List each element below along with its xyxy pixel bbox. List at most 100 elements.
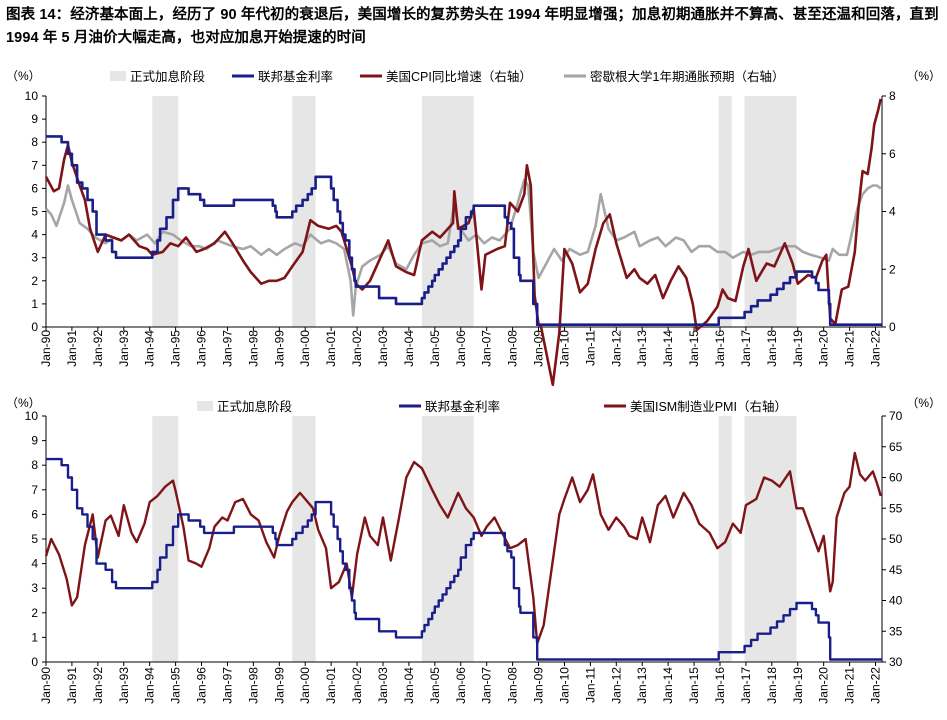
x-tick-label: Jan-99	[272, 330, 286, 367]
x-tick-label: Jan-11	[583, 667, 597, 703]
right-tick-label: 50	[889, 532, 903, 546]
x-tick-label: Jan-19	[791, 667, 805, 704]
x-tick-label: Jan-21	[843, 330, 857, 367]
x-tick-label: Jan-96	[195, 667, 209, 704]
x-tick-label: Jan-98	[246, 330, 260, 367]
legend-label: 密歇根大学1年期通胀预期（右轴）	[590, 69, 784, 84]
ism-pmi-line	[44, 451, 882, 645]
x-tick-label: Jan-15	[687, 330, 701, 367]
right-tick-label: 40	[889, 594, 903, 608]
x-tick-label: Jan-16	[713, 330, 727, 367]
legend-label: 美国CPI同比增速（右轴）	[386, 69, 532, 84]
hike-period-shade	[718, 416, 732, 662]
left-axis-unit: （%）	[6, 69, 41, 83]
hike-period-shade	[744, 416, 797, 662]
x-tick-label: Jan-04	[402, 667, 416, 704]
left-tick-label: 10	[25, 89, 39, 103]
left-tick-label: 6	[31, 181, 38, 195]
hike-period-shade	[152, 96, 179, 327]
x-tick-label: Jan-02	[350, 667, 364, 704]
x-tick-label: Jan-22	[869, 330, 883, 367]
legend: 正式加息阶段 联邦基金利率 美国CPI同比增速（右轴） 密歇根大学1年期通胀预期（右轴…	[110, 69, 784, 84]
legend-label: 正式加息阶段	[130, 69, 205, 84]
x-tick-label: Jan-92	[91, 330, 105, 367]
x-tick-label: Jan-97	[220, 667, 234, 704]
x-tick-label: Jan-03	[376, 330, 390, 367]
right-tick-label: 30	[889, 655, 903, 669]
x-tick-label: Jan-01	[324, 667, 338, 704]
x-tick-label: Jan-17	[739, 330, 753, 367]
left-tick-label: 1	[31, 297, 38, 311]
hike-period-shade	[421, 96, 474, 327]
hike-period-shade	[292, 96, 316, 327]
fed-funds-rate-line	[46, 135, 882, 326]
hike-period-shade	[292, 416, 316, 662]
x-tick-label: Jan-17	[739, 667, 753, 704]
x-tick-label: Jan-14	[661, 330, 675, 367]
legend-swatch-shade	[110, 71, 126, 81]
x-tick-label: Jan-94	[143, 667, 157, 704]
left-tick-label: 2	[31, 274, 38, 288]
left-tick-label: 8	[31, 458, 38, 472]
x-tick-label: Jan-20	[817, 667, 831, 704]
left-tick-label: 9	[31, 434, 38, 448]
right-tick-label: 2	[889, 262, 896, 276]
x-tick-label: Jan-18	[765, 330, 779, 367]
x-tick-label: Jan-14	[661, 667, 675, 704]
x-tick-label: Jan-08	[506, 330, 520, 367]
left-tick-label: 6	[31, 507, 38, 521]
hike-period-shade	[744, 96, 797, 327]
x-tick-label: Jan-95	[169, 667, 183, 704]
x-tick-label: Jan-05	[428, 330, 442, 367]
x-tick-label: Jan-05	[428, 667, 442, 704]
x-tick-label: Jan-93	[117, 330, 131, 367]
x-tick-label: Jan-12	[609, 330, 623, 367]
right-tick-label: 0	[889, 320, 896, 334]
left-tick-label: 0	[31, 320, 38, 334]
right-tick-label: 45	[889, 563, 903, 577]
x-tick-label: Jan-10	[557, 330, 571, 367]
right-axis-unit: （%）	[906, 396, 941, 410]
legend-swatch-shade	[197, 401, 213, 411]
left-tick-label: 1	[31, 630, 38, 644]
x-tick-label: Jan-09	[532, 667, 546, 704]
x-tick-label: Jan-16	[713, 667, 727, 704]
x-tick-label: Jan-00	[298, 330, 312, 367]
x-tick-label: Jan-90	[39, 330, 53, 367]
right-tick-label: 4	[889, 205, 896, 219]
right-tick-label: 60	[889, 471, 903, 485]
left-tick-label: 3	[31, 251, 38, 265]
right-tick-label: 65	[889, 440, 903, 454]
right-tick-label: 55	[889, 501, 903, 515]
x-tick-label: Jan-13	[635, 667, 649, 704]
right-tick-label: 8	[889, 89, 896, 103]
legend-label: 联邦基金利率	[258, 69, 333, 84]
x-tick-label: Jan-19	[791, 330, 805, 367]
x-tick-label: Jan-06	[454, 667, 468, 704]
x-tick-label: Jan-04	[402, 330, 416, 367]
legend-label: 联邦基金利率	[425, 399, 500, 414]
x-tick-label: Jan-95	[169, 330, 183, 367]
left-tick-label: 8	[31, 135, 38, 149]
left-axis-unit: （%）	[6, 396, 41, 410]
x-tick-label: Jan-21	[843, 667, 857, 704]
chart-title: 图表 14：经济基本面上，经历了 90 年代初的衰退后，美国增长的复苏势头在 1…	[6, 7, 939, 46]
x-tick-label: Jan-94	[143, 330, 157, 367]
x-tick-label: Jan-09	[532, 330, 546, 367]
x-tick-label: Jan-02	[350, 330, 364, 367]
x-tick-label: Jan-12	[609, 667, 623, 704]
legend: 正式加息阶段 联邦基金利率 美国ISM制造业PMI（右轴）	[197, 399, 787, 414]
x-tick-label: Jan-93	[117, 667, 131, 704]
x-tick-label: Jan-00	[298, 667, 312, 704]
x-tick-label: Jan-99	[272, 667, 286, 704]
legend-label: 正式加息阶段	[217, 399, 292, 414]
right-tick-label: 70	[889, 409, 903, 423]
legend-label: 美国ISM制造业PMI（右轴）	[630, 399, 787, 414]
left-tick-label: 7	[31, 483, 38, 497]
left-tick-label: 9	[31, 112, 38, 126]
x-tick-label: Jan-07	[480, 330, 494, 367]
x-tick-label: Jan-96	[195, 330, 209, 367]
left-tick-label: 0	[31, 655, 38, 669]
x-tick-label: Jan-98	[246, 667, 260, 704]
